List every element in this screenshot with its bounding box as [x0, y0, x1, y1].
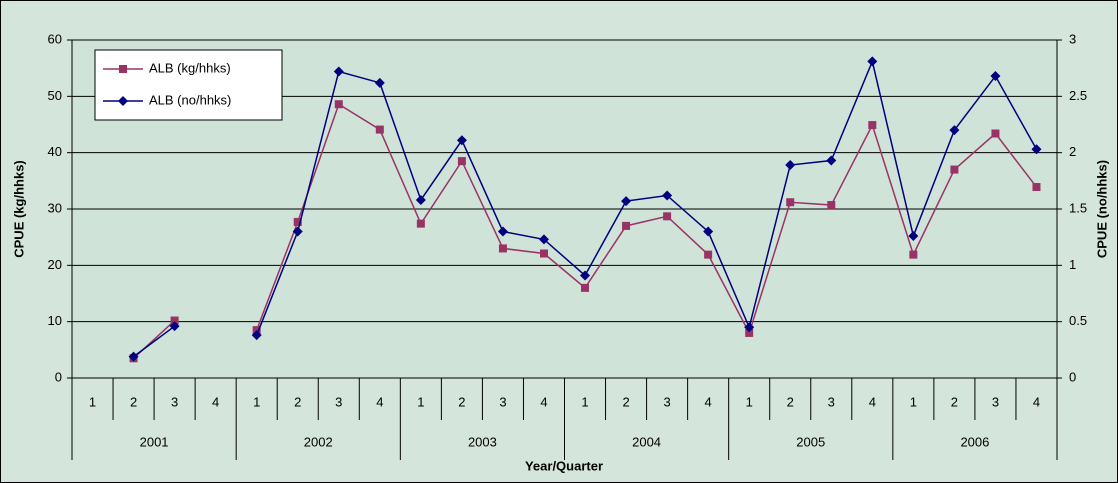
- data-point: [991, 129, 1000, 138]
- data-point: [990, 71, 1001, 82]
- data-point: [128, 351, 139, 362]
- y2-tick-label: 1.5: [1069, 200, 1087, 215]
- x-tick-label: 3: [992, 394, 999, 409]
- data-point: [622, 221, 631, 230]
- x-tick-label: 1: [746, 394, 753, 409]
- data-point: [251, 330, 262, 341]
- data-point: [621, 196, 632, 207]
- x-tick-label: 4: [1033, 394, 1040, 409]
- data-point: [868, 121, 877, 130]
- data-point: [252, 326, 261, 335]
- y-tick-label: 60: [48, 31, 62, 46]
- data-point: [416, 219, 425, 228]
- data-point: [581, 283, 590, 292]
- x-tick-label: 2: [622, 394, 629, 409]
- x-tick-label: 1: [581, 394, 588, 409]
- data-point: [744, 322, 755, 333]
- data-point: [785, 160, 796, 171]
- x-tick-label: 2: [787, 394, 794, 409]
- data-point: [497, 226, 508, 237]
- data-point: [950, 165, 959, 174]
- x-tick-label: 4: [212, 394, 219, 409]
- data-point: [538, 234, 549, 245]
- group-label: 2002: [304, 434, 333, 449]
- data-point: [333, 66, 344, 77]
- y2-tick-label: 0.5: [1069, 313, 1087, 328]
- data-point: [908, 231, 919, 242]
- legend-label: ALB (no/hhks): [149, 92, 231, 107]
- group-label: 2006: [960, 434, 989, 449]
- x-tick-label: 4: [540, 394, 547, 409]
- data-point: [827, 201, 836, 210]
- x-tick-label: 1: [910, 394, 917, 409]
- legend-label: ALB (kg/hhks): [149, 60, 231, 75]
- y-tick-label: 0: [55, 369, 62, 384]
- data-point: [949, 125, 960, 136]
- y2-tick-label: 2: [1069, 144, 1076, 159]
- series-line: [133, 58, 1038, 358]
- data-point: [786, 198, 795, 207]
- data-point: [456, 135, 467, 146]
- y2-tick-label: 2.5: [1069, 88, 1087, 103]
- data-point: [704, 250, 713, 259]
- data-point: [909, 250, 918, 259]
- x-tick-label: 3: [335, 394, 342, 409]
- x-tick-label: 1: [253, 394, 260, 409]
- data-point: [1032, 183, 1041, 192]
- data-point: [334, 100, 343, 109]
- x-tick-label: 3: [663, 394, 670, 409]
- x-tick-label: 4: [705, 394, 712, 409]
- group-label: 2001: [140, 434, 169, 449]
- y2-tick-label: 0: [1069, 369, 1076, 384]
- x-tick-label: 4: [376, 394, 383, 409]
- x-axis-title: Year/Quarter: [525, 458, 603, 473]
- y-tick-label: 40: [48, 144, 62, 159]
- data-point: [703, 226, 714, 237]
- x-tick-label: 2: [130, 394, 137, 409]
- legend-marker: [118, 96, 128, 106]
- y-tick-label: 20: [48, 257, 62, 272]
- legend-marker: [119, 65, 127, 73]
- data-point: [374, 77, 385, 88]
- data-point: [580, 270, 591, 281]
- x-tick-label: 2: [951, 394, 958, 409]
- data-point: [169, 321, 180, 332]
- x-tick-label: 3: [828, 394, 835, 409]
- x-tick-label: 4: [869, 394, 876, 409]
- y-tick-label: 10: [48, 313, 62, 328]
- data-point: [415, 194, 426, 205]
- data-point: [745, 328, 754, 337]
- group-label: 2005: [796, 434, 825, 449]
- data-point: [292, 226, 303, 237]
- y2-axis-title: CPUE (no/hhks): [1094, 160, 1109, 258]
- data-point: [170, 316, 179, 325]
- y-axis-title: CPUE (kg/hhks): [11, 160, 26, 258]
- x-tick-label: 2: [294, 394, 301, 409]
- legend: [94, 49, 283, 121]
- y2-tick-label: 3: [1069, 31, 1076, 46]
- y2-tick-label: 1: [1069, 257, 1076, 272]
- group-label: 2004: [632, 434, 661, 449]
- data-point: [662, 190, 673, 201]
- y-tick-label: 50: [48, 88, 62, 103]
- data-point: [539, 249, 548, 258]
- data-point: [867, 56, 878, 67]
- data-point: [498, 244, 507, 253]
- x-tick-label: 2: [458, 394, 465, 409]
- data-point: [293, 217, 302, 226]
- x-tick-label: 3: [499, 394, 506, 409]
- group-label: 2003: [468, 434, 497, 449]
- data-point: [826, 155, 837, 166]
- x-tick-label: 3: [171, 394, 178, 409]
- y-tick-label: 30: [48, 200, 62, 215]
- data-point: [375, 125, 384, 134]
- data-point: [1031, 144, 1042, 155]
- data-point: [663, 212, 672, 221]
- x-tick-label: 1: [89, 394, 96, 409]
- data-point: [457, 157, 466, 166]
- x-tick-label: 1: [417, 394, 424, 409]
